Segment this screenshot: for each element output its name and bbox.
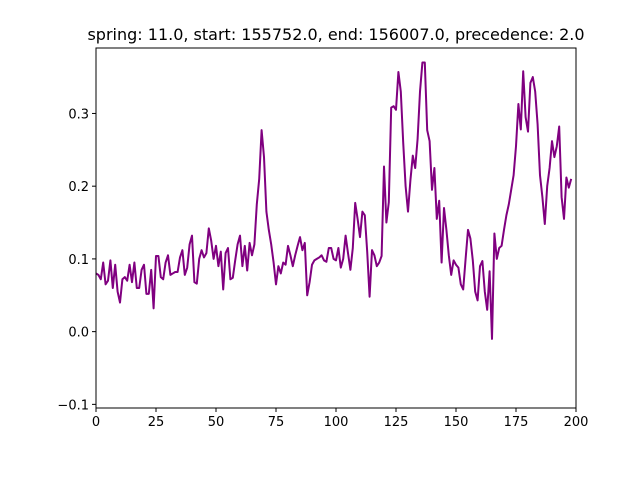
x-tick-label: 100 bbox=[324, 415, 349, 430]
x-tick-label: 0 bbox=[92, 415, 100, 430]
x-tick-label: 75 bbox=[268, 415, 285, 430]
y-tick-label: 0.3 bbox=[68, 107, 89, 122]
y-tick-label: −0.1 bbox=[57, 398, 89, 413]
y-tick-label: 0.2 bbox=[68, 180, 89, 195]
axis-ticks: 0 25 50 75 100 125 150 175 200 −0.1 0.0 0.1 0.2 0.3 bbox=[57, 107, 588, 430]
x-tick-label: 150 bbox=[444, 415, 469, 430]
plot-area-frame bbox=[95, 47, 577, 409]
x-tick-label: 125 bbox=[384, 415, 409, 430]
series-line bbox=[95, 61, 573, 340]
x-tick-label: 200 bbox=[564, 415, 589, 430]
x-tick-label: 50 bbox=[208, 415, 225, 430]
y-tick-label: 0.1 bbox=[68, 253, 89, 268]
chart-title: spring: 11.0, start: 155752.0, end: 1560… bbox=[87, 25, 584, 44]
y-tick-label: 0.0 bbox=[68, 326, 89, 341]
x-tick-label: 25 bbox=[148, 415, 165, 430]
x-tick-label: 175 bbox=[504, 415, 529, 430]
